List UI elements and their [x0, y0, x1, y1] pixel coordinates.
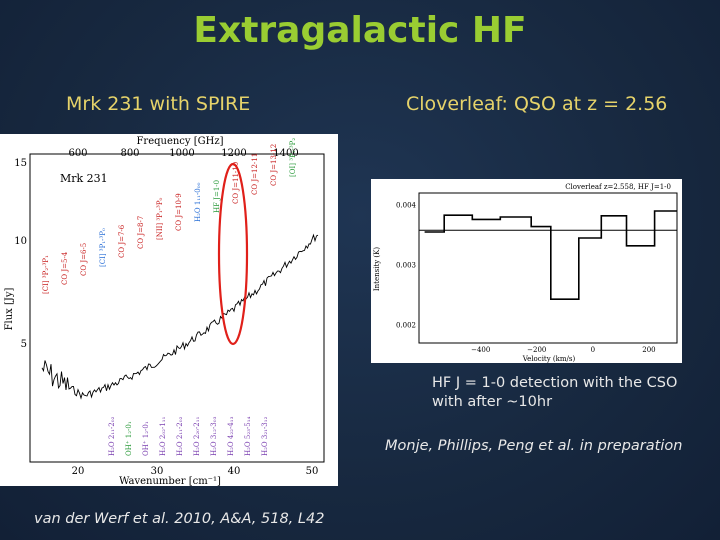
upper-line-label: CO J=7-6	[118, 224, 126, 258]
top-tick: 800	[120, 148, 139, 159]
upper-line-label: CO J=12-11	[251, 153, 259, 195]
lower-line-label: H₂O 3₁₂-3₀₃	[210, 416, 218, 456]
cloverleaf-spectrum-svg: Cloverleaf z=2.558, HF J=1-0 Intensity (…	[373, 183, 678, 363]
source-label: Mrk 231	[60, 172, 108, 185]
cso-x-axis-label: Velocity (km/s)	[522, 355, 576, 363]
upper-line-label: [CI] ³P₂-³P₁	[42, 255, 50, 294]
top-tick: 1400	[273, 148, 298, 159]
top-tick: 1200	[221, 148, 246, 159]
cloverleaf-spectrum-figure: Cloverleaf z=2.558, HF J=1-0 Intensity (…	[371, 179, 682, 363]
bottom-tick: 50	[306, 466, 319, 477]
upper-line-label: CO J=11-10	[232, 162, 240, 204]
cso-x-ticks: −400 −200 0 200	[471, 346, 656, 354]
cso-x-tick: −400	[471, 346, 490, 354]
cso-header: Cloverleaf z=2.558, HF J=1-0	[565, 183, 671, 191]
y-ticks: 15 10 5	[14, 158, 27, 350]
top-ticks: 600 800 1000 1200 1400	[68, 148, 298, 159]
cso-y-ticks: 0.004 0.003 0.002	[396, 202, 417, 330]
authors-caption: Monje, Phillips, Peng et al. in preparat…	[385, 438, 683, 454]
cso-y-tick: 0.002	[396, 322, 416, 330]
reference-caption: van der Werf et al. 2010, A&A, 518, L42	[34, 511, 325, 527]
cso-frame	[418, 192, 678, 344]
bottom-tick: 30	[151, 466, 164, 477]
upper-line-label: H₂O 1₁₁-0₀₀	[194, 182, 202, 222]
spire-spectrum-figure: Frequency [GHz] 600 800 1000 1200 1400 1…	[0, 134, 338, 486]
lower-line-label: H₂O 2₁₁-2₀₂	[176, 416, 184, 456]
y-tick: 15	[14, 158, 27, 169]
upper-line-label: [OI] ³P₁-³P₂	[289, 138, 297, 177]
top-axis-label: Frequency [GHz]	[136, 136, 223, 147]
y-tick: 5	[21, 339, 27, 350]
bottom-tick: 20	[72, 466, 85, 477]
left-subtitle: Mrk 231 with SPIRE	[66, 93, 251, 115]
cso-x-tick: 0	[591, 346, 595, 354]
cso-step-series	[424, 210, 677, 300]
spire-frame	[29, 153, 325, 463]
hf-detection-caption: HF J = 1-0 detection with the CSO with a…	[432, 375, 678, 410]
lower-line-label: H₂O 2₁₁-2₀₂	[108, 416, 116, 456]
right-subtitle: Cloverleaf: QSO at z = 2.56	[406, 93, 668, 115]
lower-line-label: H₂O 3₂₁-3₁₂	[261, 416, 269, 456]
y-axis-label: Flux [Jy]	[4, 287, 15, 330]
upper-line-label: CO J=10-9	[175, 193, 183, 231]
lower-line-label: H₂O 2₂₀-2₁₁	[193, 416, 201, 456]
upper-line-label: [NII] ³P₁-³P₀	[156, 197, 164, 240]
upper-line-label: CO J=6-5	[80, 243, 88, 276]
lower-line-label: H₂O 5₂₃-5₁₄	[244, 416, 252, 456]
cso-x-tick: −200	[527, 346, 546, 354]
y-tick: 10	[14, 236, 27, 247]
upper-line-label: CO J=8-7	[137, 216, 145, 249]
top-tick: 600	[68, 148, 87, 159]
lower-line-label: OH⁺ 1₂-0₁	[125, 421, 133, 456]
lower-line-labels: H₂O 2₁₁-2₀₂ OH⁺ 1₂-0₁ OH⁺ 1₂-0₁ H₂O 2₀₂-1₁₁…	[108, 416, 269, 456]
spire-spectrum-svg: Frequency [GHz] 600 800 1000 1200 1400 1…	[4, 136, 325, 486]
cso-y-axis-label: Intensity (K)	[373, 247, 381, 292]
spire-spectrum-line	[41, 233, 319, 400]
hf-highlight-ellipse	[217, 162, 249, 346]
lower-line-label: H₂O 4₂₂-4₁₃	[227, 416, 235, 456]
cso-x-tick: 200	[642, 346, 655, 354]
lower-line-label: H₂O 2₀₂-1₁₁	[159, 416, 167, 456]
bottom-ticks: 20 30 40 50	[72, 466, 319, 477]
upper-line-label: CO J=13-12	[270, 144, 278, 186]
upper-line-label: HF J=1-0	[213, 180, 221, 213]
bottom-axis-label: Wavenumber [cm⁻¹]	[119, 476, 221, 486]
bottom-tick: 40	[228, 466, 241, 477]
upper-line-label: CO J=5-4	[61, 251, 69, 285]
upper-line-label: [CI] ³P₁-³P₀	[99, 228, 107, 267]
lower-line-label: OH⁺ 1₂-0₁	[142, 421, 150, 456]
cso-y-tick: 0.003	[396, 262, 416, 270]
upper-line-labels: [CI] ³P₂-³P₁ CO J=5-4 CO J=6-5 [CI] ³P₁-³P₀…	[42, 138, 297, 294]
cso-y-tick: 0.004	[396, 202, 417, 210]
slide-title: Extragalactic HF	[193, 10, 527, 51]
top-tick: 1000	[169, 148, 194, 159]
